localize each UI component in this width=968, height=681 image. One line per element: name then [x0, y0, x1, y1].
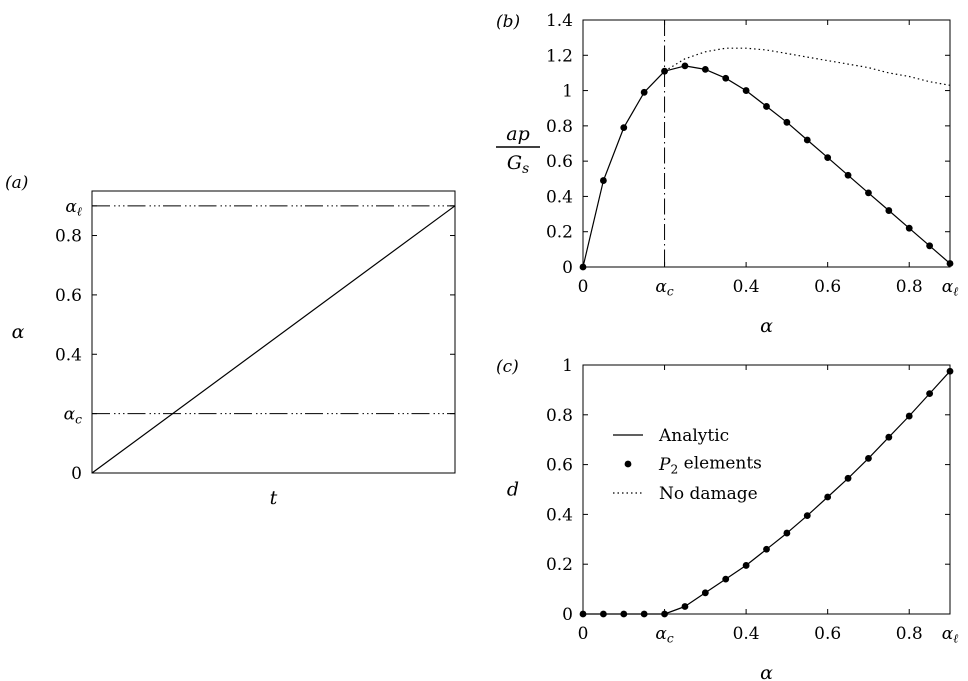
data-point — [579, 263, 587, 271]
panel-label: (c) — [496, 357, 519, 377]
plot-frame — [582, 19, 951, 268]
y-tick-label: 0.6 — [546, 456, 573, 476]
x-tick-label: αc — [655, 277, 673, 299]
y-tick-label: 0.4 — [546, 505, 573, 525]
y-tick-label: 0.8 — [546, 117, 573, 137]
data-point — [844, 474, 852, 482]
x-tick-label: 0.6 — [814, 624, 841, 644]
data-point — [865, 454, 872, 462]
x-tick-label: 0 — [578, 624, 589, 644]
data-point — [701, 589, 709, 597]
x-tick-label: 0.6 — [814, 277, 841, 297]
y-axis-label-denominator: Gs — [507, 152, 529, 177]
y-tick-label: αℓ — [65, 197, 82, 219]
y-tick-label: 1 — [562, 82, 573, 102]
data-point — [722, 74, 730, 82]
data-point — [803, 512, 811, 520]
x-axis-label: α — [760, 662, 773, 681]
y-tick-label: 0 — [562, 605, 573, 625]
y-tick-label: 0.6 — [546, 152, 573, 172]
data-point — [803, 136, 811, 144]
data-point — [620, 610, 628, 618]
y-tick-label: 0 — [71, 464, 82, 484]
data-point — [905, 224, 913, 232]
y-axis-label: d — [507, 479, 519, 501]
x-tick-label: αc — [655, 624, 673, 646]
x-tick-label: 0.4 — [733, 277, 760, 297]
y-tick-label: 1 — [562, 356, 573, 376]
data-point — [763, 103, 770, 110]
legend-marker — [624, 460, 632, 468]
data-point — [844, 171, 852, 179]
x-tick-label: 0 — [578, 277, 589, 297]
data-point — [661, 67, 668, 75]
data-point — [905, 412, 913, 420]
legend-label: No damage — [659, 484, 758, 504]
data-point — [742, 562, 750, 569]
data-point — [885, 207, 893, 214]
y-tick-label: 0.2 — [546, 223, 573, 243]
y-tick-label: 0.4 — [546, 187, 573, 207]
legend: Analytic P2 elements No damage — [613, 426, 762, 504]
y-axis-label: α — [12, 321, 25, 343]
series-line-analytic — [582, 65, 951, 268]
data-point — [640, 610, 648, 618]
y-tick-label: 1.2 — [546, 46, 573, 66]
y-tick-label: 1.4 — [546, 11, 573, 31]
legend-label: P2 elements — [658, 454, 762, 477]
y-tick-label: 0 — [562, 258, 573, 278]
y-tick-label: 0.8 — [546, 406, 573, 426]
y-tick-label: 0.4 — [55, 345, 82, 365]
x-axis-label: α — [760, 315, 773, 337]
data-point — [946, 260, 954, 267]
data-point — [579, 610, 587, 618]
y-tick-label: αc — [64, 405, 82, 427]
y-tick-label: 0.8 — [55, 227, 82, 247]
panel-b: 0 0.2 0.4 0.6 0.8 1 1.2 1.4 0 αc 0.4 0.6 0.8 αℓ (b) α ap… — [496, 11, 958, 337]
legend-label: Analytic — [658, 426, 729, 446]
y-axis-label-numerator: ap — [506, 123, 530, 145]
data-point — [701, 66, 709, 73]
y-tick-label: 0.6 — [55, 286, 82, 306]
data-point — [620, 124, 628, 132]
data-point — [599, 610, 607, 618]
panel-label: (a) — [5, 173, 28, 193]
data-point — [783, 118, 791, 126]
plot-frame — [91, 190, 456, 474]
data-point — [661, 610, 668, 618]
x-tick-label: αℓ — [942, 624, 959, 646]
data-point — [722, 575, 730, 583]
data-point — [742, 87, 750, 94]
x-tick-label: αℓ — [942, 277, 959, 299]
panel-a: 0 αc 0.4 0.6 0.8 αℓ (a) t α — [5, 173, 456, 509]
data-point — [681, 603, 689, 610]
x-tick-label: 0.8 — [896, 624, 923, 644]
plot-frame — [582, 364, 951, 615]
data-point — [824, 154, 832, 162]
data-point — [599, 177, 607, 184]
data-point — [926, 390, 934, 398]
data-point — [783, 529, 791, 537]
x-tick-label: 0.8 — [896, 277, 923, 297]
x-tick-label: 0.4 — [733, 624, 760, 644]
data-point — [640, 88, 648, 96]
data-point — [946, 367, 954, 375]
series-line-analytic — [583, 370, 951, 615]
x-axis-label: t — [270, 487, 278, 509]
data-point — [681, 62, 689, 70]
data-point — [865, 189, 872, 197]
data-point — [926, 242, 934, 250]
series-line-solid — [91, 205, 456, 474]
y-tick-label: 0.2 — [546, 555, 573, 575]
data-point — [763, 545, 770, 553]
data-point — [824, 493, 832, 501]
panel-c: 0 0.2 0.4 0.6 0.8 1 0 αc 0.4 0.6 0.8 αℓ (c) α d Analyti… — [496, 356, 958, 681]
panel-label: (b) — [496, 12, 520, 32]
data-point — [885, 433, 893, 441]
